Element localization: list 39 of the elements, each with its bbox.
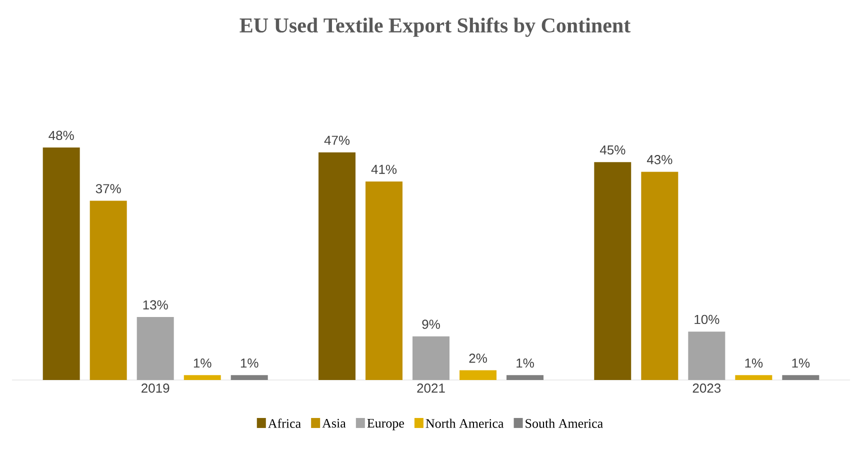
data-label: 9%: [422, 320, 440, 329]
x-tick-label: 2019: [142, 384, 170, 393]
legend-label: South America: [526, 418, 603, 428]
bar: [366, 181, 403, 380]
data-label: 1%: [194, 358, 212, 368]
legend-label: Asia: [322, 418, 346, 428]
bar: [782, 375, 820, 380]
bar: [42, 148, 80, 380]
bar: [460, 370, 497, 380]
bar: [412, 336, 450, 380]
x-tick-label: 2021: [417, 384, 445, 393]
bar: [184, 375, 221, 380]
bar: [641, 172, 678, 380]
data-label: 43%: [646, 155, 672, 164]
bar: [136, 317, 174, 380]
chart-title: EU Used Textile Export Shifts by Continent: [240, 18, 631, 37]
bar: [230, 375, 268, 380]
bar: [735, 375, 772, 380]
data-label: 2%: [469, 354, 487, 363]
data-label: 47%: [324, 136, 350, 145]
legend-label: Europe: [367, 418, 404, 430]
data-label: 1%: [792, 358, 810, 368]
legend-label: Africa: [268, 418, 301, 428]
data-label: 1%: [240, 358, 258, 368]
legend-label: North America: [426, 418, 504, 428]
data-label: 37%: [96, 184, 121, 194]
bar: [594, 162, 632, 380]
data-label: 10%: [694, 314, 720, 324]
bar: [318, 152, 356, 380]
data-label: 13%: [143, 300, 168, 310]
bar: [90, 200, 127, 380]
data-label: 48%: [48, 130, 74, 140]
x-tick-label: 2023: [692, 384, 721, 393]
data-label: 1%: [516, 358, 534, 368]
bar: [506, 375, 544, 380]
bar: [688, 332, 726, 380]
data-label: 1%: [745, 358, 763, 368]
data-label: 41%: [371, 164, 397, 174]
data-label: 45%: [600, 145, 626, 155]
